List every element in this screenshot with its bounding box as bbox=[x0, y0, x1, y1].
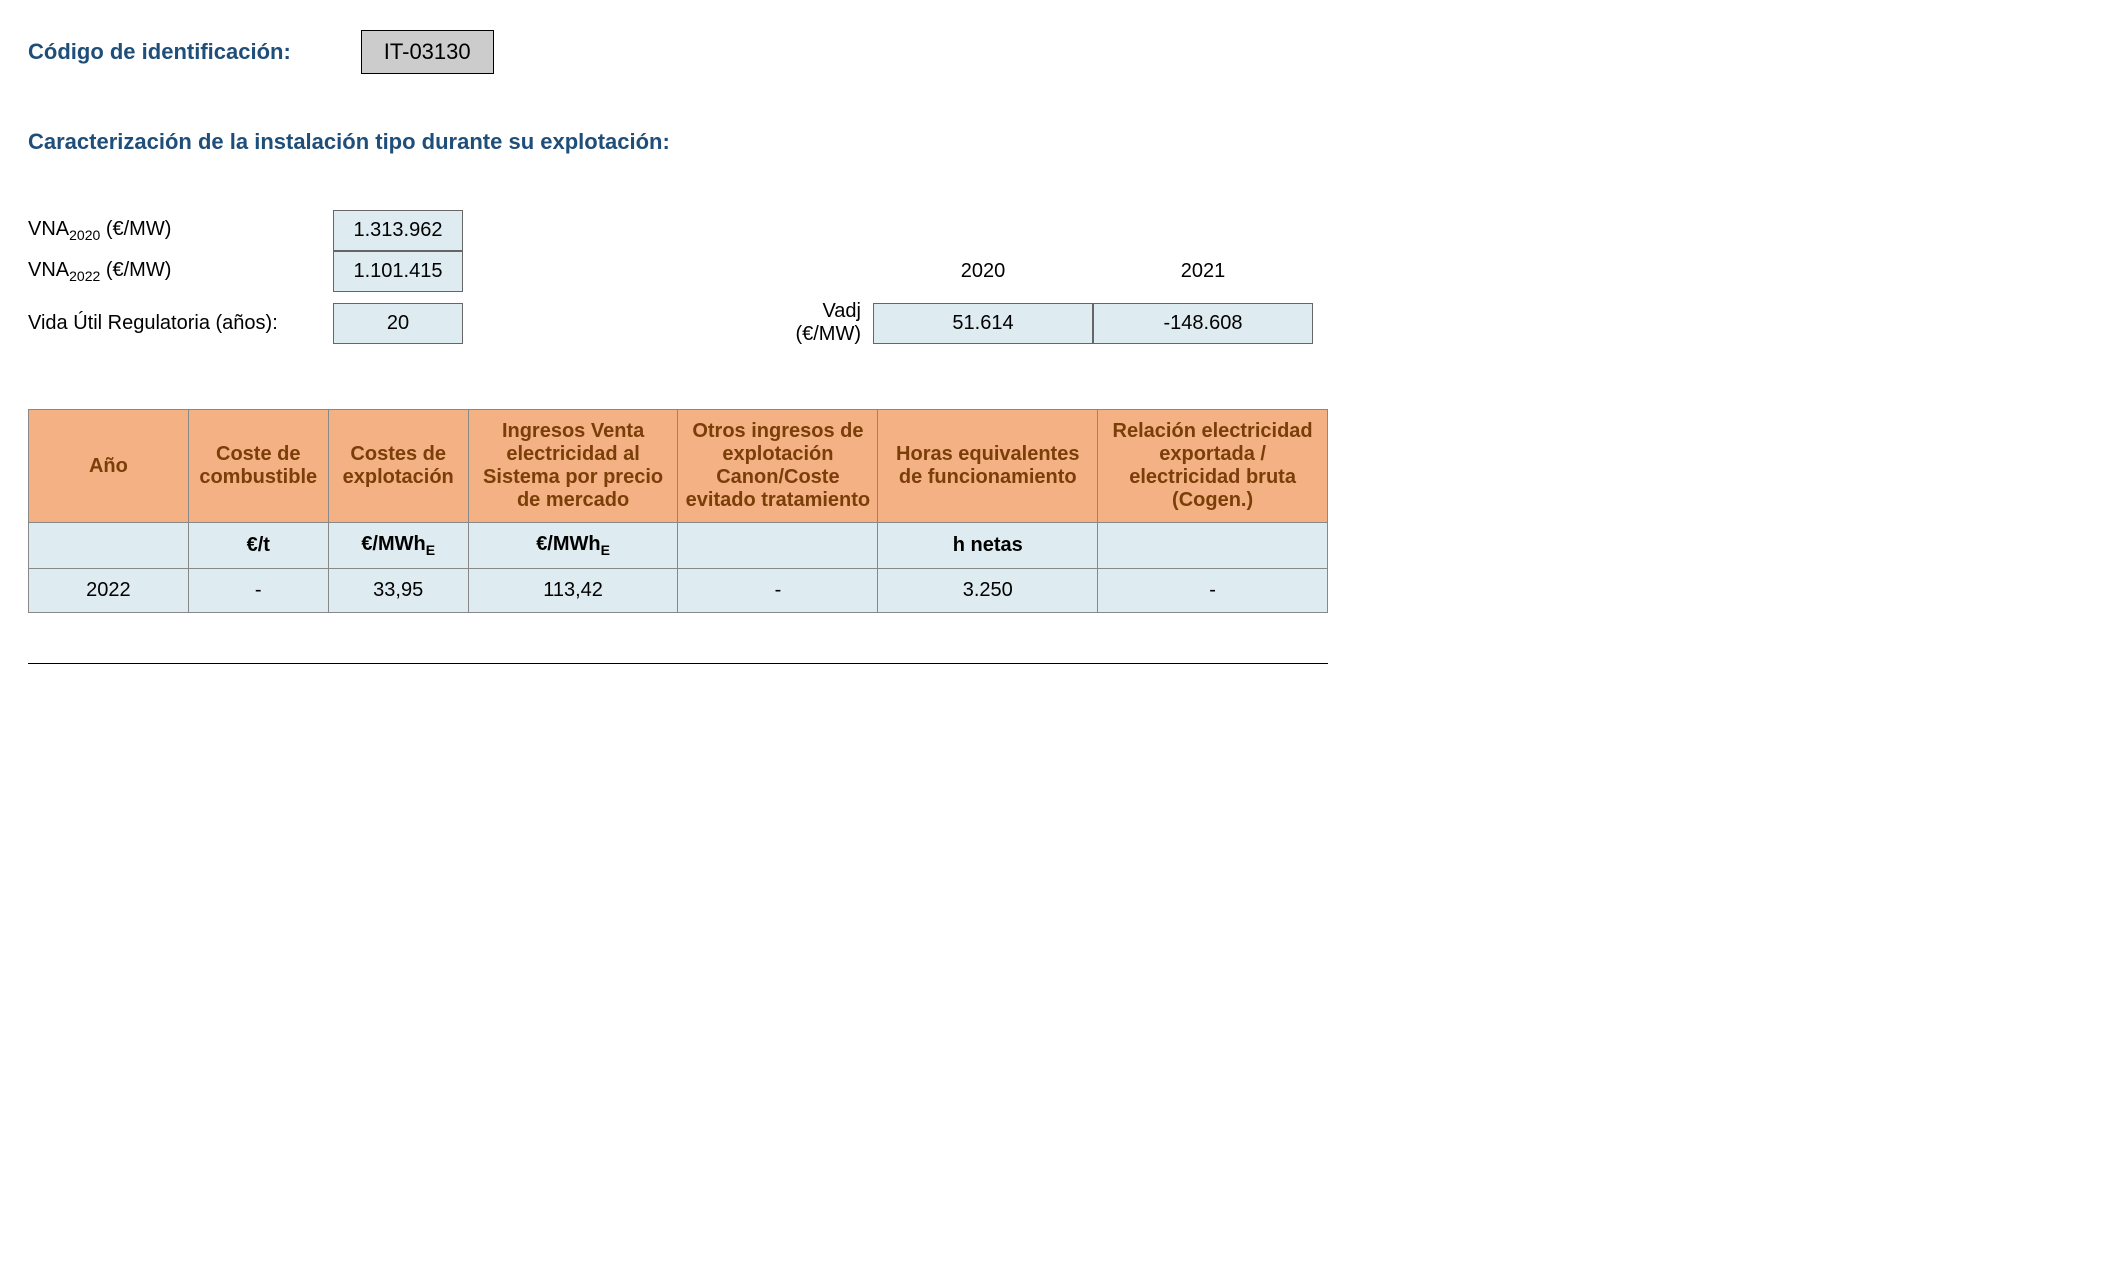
table-body: €/t€/MWhE€/MWhEh netas2022-33,95113,42-3… bbox=[29, 523, 1328, 613]
vna2022-value: 1.101.415 bbox=[333, 251, 463, 292]
table-cell: 33,95 bbox=[328, 569, 468, 613]
params-grid: VNA2020 (€/MW) 1.313.962 VNA2022 (€/MW) … bbox=[28, 210, 2098, 354]
table-col-3: Ingresos Venta electricidad al Sistema p… bbox=[468, 410, 678, 523]
section-subtitle: Caracterización de la instalación tipo d… bbox=[28, 129, 2098, 155]
vida-label: Vida Útil Regulatoria (años): bbox=[28, 304, 333, 343]
table-cell: 2022 bbox=[29, 569, 189, 613]
vadj-year-2021: 2021 bbox=[1093, 254, 1313, 289]
vna2022-label: VNA2022 (€/MW) bbox=[28, 251, 333, 292]
vna2020-label: VNA2020 (€/MW) bbox=[28, 210, 333, 251]
vadj-2021-value: -148.608 bbox=[1093, 303, 1313, 344]
table-unit-cell: €/MWhE bbox=[468, 523, 678, 569]
table-cell: 113,42 bbox=[468, 569, 678, 613]
table-header-row: AñoCoste de combustibleCostes de explota… bbox=[29, 410, 1328, 523]
table-cell: - bbox=[678, 569, 878, 613]
table-col-6: Relación electricidad exportada / electr… bbox=[1098, 410, 1328, 523]
table-units-row: €/t€/MWhE€/MWhEh netas bbox=[29, 523, 1328, 569]
vadj-label: Vadj (€/MW) bbox=[763, 292, 873, 354]
main-table: AñoCoste de combustibleCostes de explota… bbox=[28, 409, 1328, 613]
vadj-2020-value: 51.614 bbox=[873, 303, 1093, 344]
table-cell: 3.250 bbox=[878, 569, 1098, 613]
vna2020-value: 1.313.962 bbox=[333, 210, 463, 251]
id-label: Código de identificación: bbox=[28, 39, 291, 65]
table-cell: - bbox=[1098, 569, 1328, 613]
bottom-rule bbox=[28, 663, 1328, 664]
table-unit-cell: h netas bbox=[878, 523, 1098, 569]
table-unit-cell bbox=[678, 523, 878, 569]
table-col-5: Horas equivalentes de funcionamiento bbox=[878, 410, 1098, 523]
table-cell: - bbox=[188, 569, 328, 613]
vida-value: 20 bbox=[333, 303, 463, 344]
table-col-1: Coste de combustible bbox=[188, 410, 328, 523]
id-row: Código de identificación: IT-03130 bbox=[28, 30, 2098, 74]
table-unit-cell bbox=[1098, 523, 1328, 569]
table-unit-cell bbox=[29, 523, 189, 569]
table-unit-cell: €/t bbox=[188, 523, 328, 569]
id-value-box: IT-03130 bbox=[361, 30, 494, 74]
table-unit-cell: €/MWhE bbox=[328, 523, 468, 569]
table-col-0: Año bbox=[29, 410, 189, 523]
table-row: 2022-33,95113,42-3.250- bbox=[29, 569, 1328, 613]
vadj-year-2020: 2020 bbox=[873, 254, 1093, 289]
table-col-4: Otros ingresos de explotación Canon/Cost… bbox=[678, 410, 878, 523]
table-col-2: Costes de explotación bbox=[328, 410, 468, 523]
